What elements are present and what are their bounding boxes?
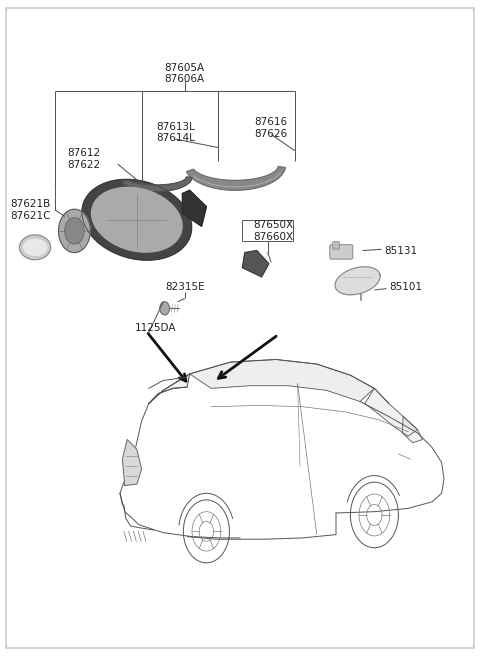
Text: 87621B
87621C: 87621B 87621C <box>10 199 50 220</box>
Text: 87616
87626: 87616 87626 <box>254 117 288 138</box>
Polygon shape <box>82 179 192 260</box>
Polygon shape <box>59 209 90 253</box>
Text: 87612
87622: 87612 87622 <box>67 148 101 169</box>
Polygon shape <box>92 188 182 252</box>
Polygon shape <box>402 417 422 443</box>
Ellipse shape <box>19 235 51 260</box>
Text: 87613L
87614L: 87613L 87614L <box>156 122 194 143</box>
Text: 87650X
87660X: 87650X 87660X <box>253 220 294 241</box>
Polygon shape <box>160 302 169 315</box>
Ellipse shape <box>23 239 48 256</box>
Polygon shape <box>242 251 269 277</box>
Polygon shape <box>365 388 418 436</box>
Polygon shape <box>335 267 380 295</box>
Polygon shape <box>65 218 84 244</box>
Polygon shape <box>122 177 192 192</box>
FancyBboxPatch shape <box>333 241 339 249</box>
Polygon shape <box>122 440 142 485</box>
Text: 85101: 85101 <box>389 281 422 292</box>
Text: 85131: 85131 <box>384 245 417 256</box>
Text: 82315E: 82315E <box>165 282 204 293</box>
Polygon shape <box>149 374 190 403</box>
Text: 1125DA: 1125DA <box>135 323 177 333</box>
Bar <box>242 220 293 241</box>
Polygon shape <box>187 167 286 190</box>
Polygon shape <box>182 190 206 226</box>
Polygon shape <box>190 359 374 401</box>
Text: 87605A
87606A: 87605A 87606A <box>165 63 205 84</box>
FancyBboxPatch shape <box>330 245 353 259</box>
